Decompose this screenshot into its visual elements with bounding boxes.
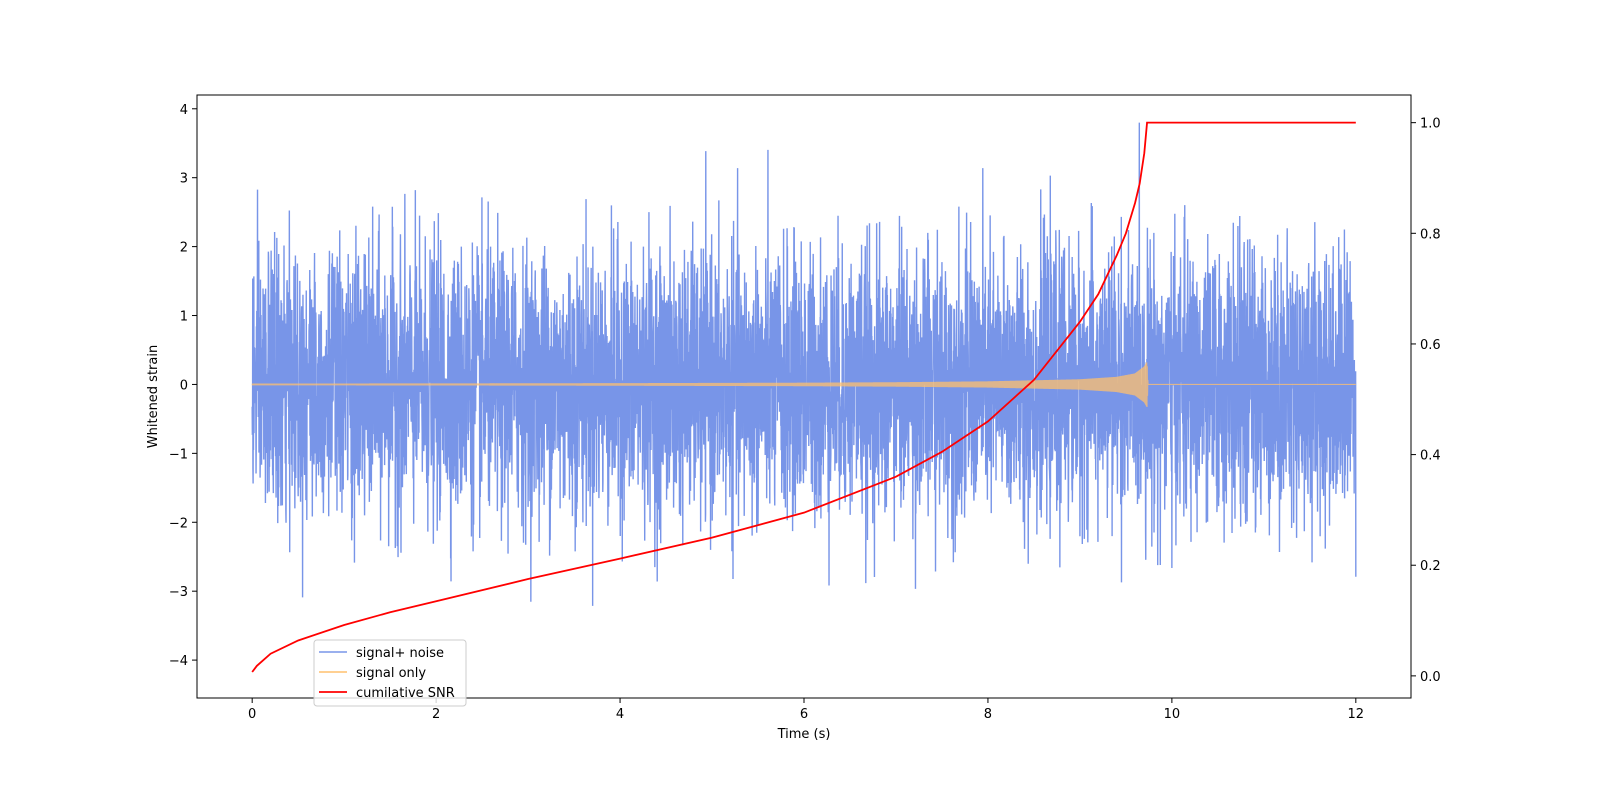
y-tick-label: 4 [180,103,188,118]
legend-label: signal only [356,666,426,681]
y2-tick-label: 0.2 [1420,559,1441,574]
y-tick-label: 1 [180,310,188,325]
y-tick-label: 3 [180,172,188,187]
x-tick-label: 0 [248,707,256,722]
y2-tick-label: 1.0 [1420,117,1441,132]
plot-area [251,121,1357,673]
y-tick-label: 2 [180,241,188,256]
y2-tick-label: 0.6 [1420,338,1441,353]
y-tick-label: −2 [169,516,188,531]
x-tick-label: 10 [1164,707,1181,722]
x-tick-label: 8 [984,707,992,722]
series-signal-only [251,362,1356,408]
legend-label: signal+ noise [356,646,444,661]
legend: signal+ noise signal only cumilative SNR [313,639,467,707]
y2-tick-label: 0.4 [1420,449,1441,464]
y-axis-label: Whitened strain [146,345,161,448]
y2-tick-label: 0.0 [1420,670,1441,685]
y-tick-label: −4 [169,654,188,669]
x-tick-label: 12 [1348,707,1365,722]
y-tick-label: 0 [180,378,188,393]
y-tick-label: −1 [169,447,188,462]
y2-tick-label: 0.8 [1420,227,1441,242]
x-tick-label: 6 [800,707,808,722]
legend-box [313,639,467,707]
x-axis-label: Time (s) [777,727,831,742]
series-cumulative-snr [251,121,1356,673]
series-signal-noise [251,122,1357,606]
x-tick-label: 2 [432,707,440,722]
y-tick-label: −3 [169,585,188,600]
x-tick-label: 4 [616,707,624,722]
legend-label: cumilative SNR [356,686,455,701]
